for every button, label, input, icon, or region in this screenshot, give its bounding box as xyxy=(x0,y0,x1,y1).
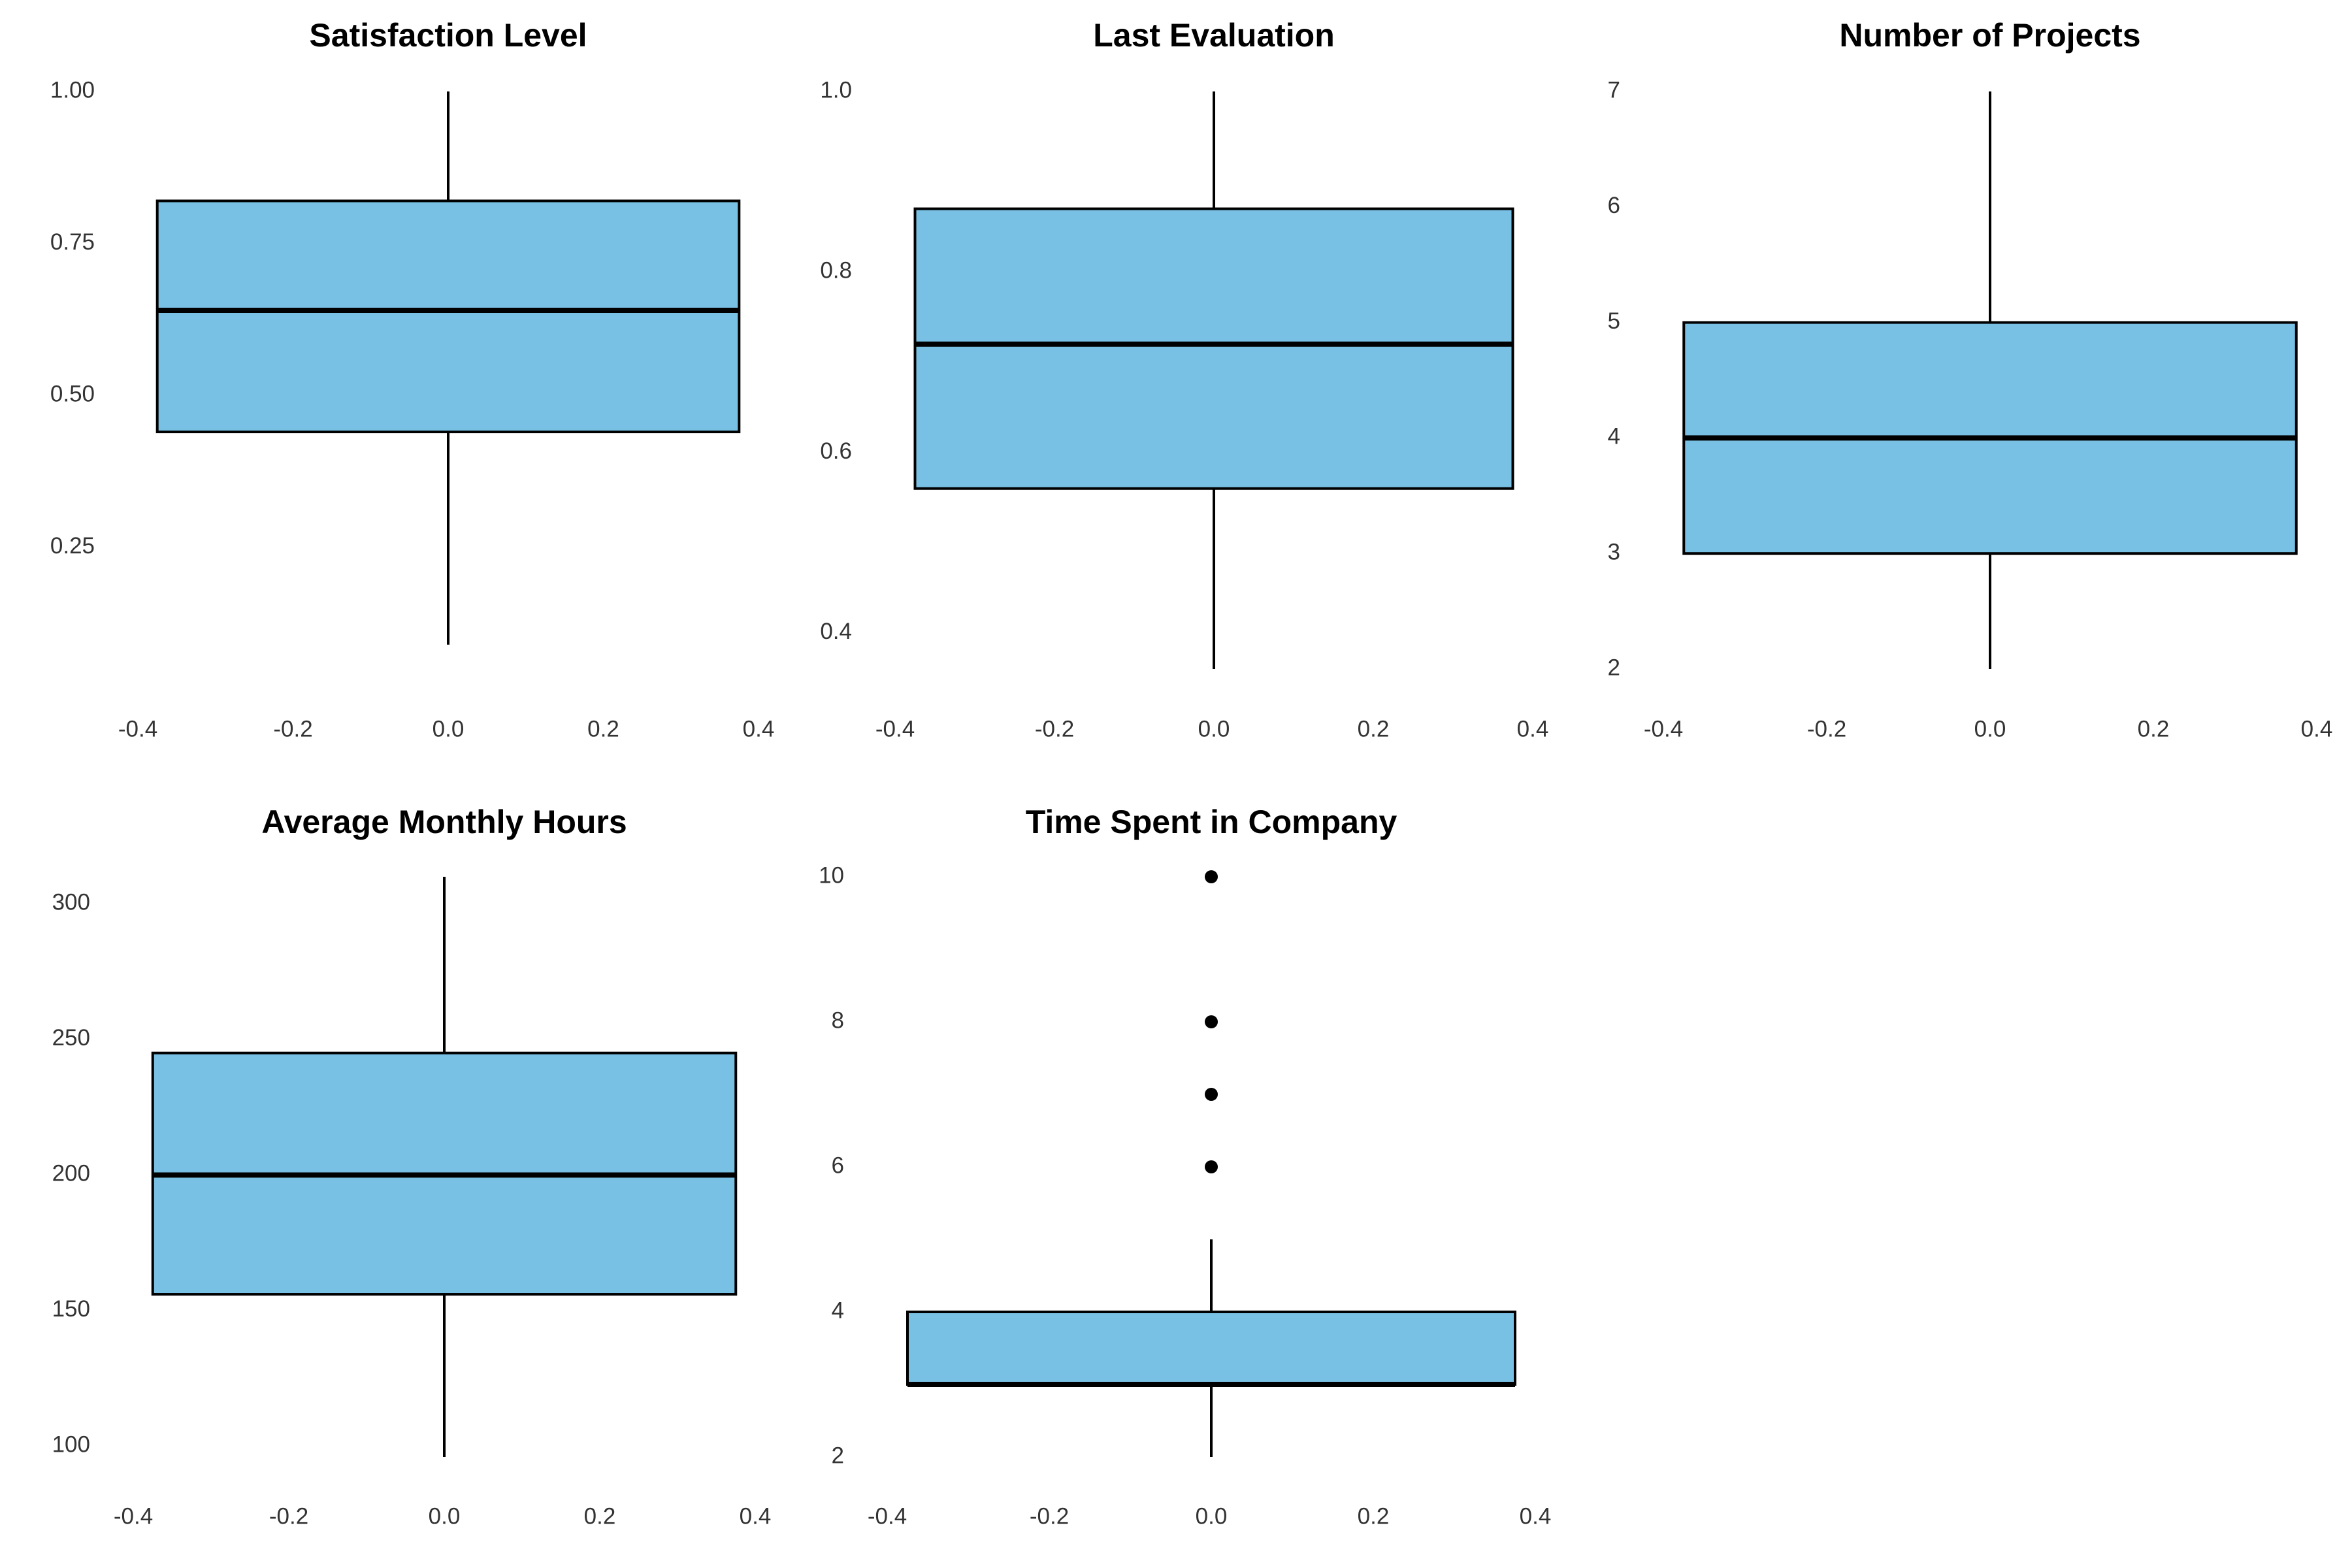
x-tick-label: -0.2 xyxy=(1030,1503,1069,1529)
x-tick-label: 0.4 xyxy=(2301,716,2333,742)
y-tick-label: 6 xyxy=(1608,193,1620,218)
y-tick-label: 2 xyxy=(1608,655,1620,680)
chart-panel-1: Satisfaction Level 0.25 0.50 0.75 1.00 -0.4 -0… xyxy=(50,17,774,742)
chart-title: Satisfaction Level xyxy=(309,17,587,54)
y-tick-label: 10 xyxy=(819,862,844,888)
iqr-box xyxy=(155,199,741,434)
x-tick-label: 0.2 xyxy=(1358,716,1390,742)
x-tick-label: 0.2 xyxy=(1358,1503,1390,1529)
chart-title: Last Evaluation xyxy=(1093,17,1335,54)
y-tick-label: 100 xyxy=(52,1432,90,1458)
y-tick-label: 6 xyxy=(832,1152,844,1178)
y-tick-label: 1.0 xyxy=(820,77,852,103)
y-tick-label: 2 xyxy=(832,1443,844,1468)
y-tick-label: 0.50 xyxy=(50,382,95,407)
chart-panel-4: Average Monthly Hours 100 150 200 250 300 -0.4… xyxy=(52,804,772,1529)
outlier-point xyxy=(1205,1160,1218,1173)
y-tick-label: 0.8 xyxy=(820,258,852,284)
chart-panel-5: Time Spent in Company 2 4 6 8 10 -0.4 -0.2 0.0 0.… xyxy=(819,804,1551,1529)
y-tick-label: 0.4 xyxy=(820,619,852,644)
y-tick-label: 200 xyxy=(52,1161,90,1186)
x-tick-label: 0.2 xyxy=(2138,716,2170,742)
chart-panel-2: Last Evaluation 0.4 0.6 0.8 1.0 -0.4 -0.2 0.0 0.… xyxy=(820,17,1548,742)
y-tick-label: 0.75 xyxy=(50,229,95,255)
iqr-box xyxy=(906,1311,1516,1386)
chart-title: Average Monthly Hours xyxy=(261,804,627,840)
outlier-point xyxy=(1205,870,1218,883)
x-tick-label: 0.0 xyxy=(1198,716,1230,742)
chart-title: Number of Projects xyxy=(1839,17,2140,54)
x-tick-label: -0.2 xyxy=(1035,716,1074,742)
y-tick-label: 0.25 xyxy=(50,533,95,559)
y-tick-label: 1.00 xyxy=(50,77,95,103)
x-tick-label: -0.4 xyxy=(875,716,915,742)
x-tick-label: 0.2 xyxy=(584,1503,616,1529)
y-tick-label: 4 xyxy=(1608,424,1620,449)
x-tick-label: 0.4 xyxy=(740,1503,772,1529)
y-tick-label: 150 xyxy=(52,1296,90,1322)
x-tick-label: -0.4 xyxy=(1644,716,1683,742)
outlier-point xyxy=(1205,1015,1218,1028)
x-tick-label: 0.2 xyxy=(587,716,619,742)
x-tick-label: -0.4 xyxy=(868,1503,907,1529)
y-tick-label: 5 xyxy=(1608,308,1620,334)
x-tick-label: -0.4 xyxy=(114,1503,153,1529)
x-tick-label: 0.4 xyxy=(743,716,775,742)
outlier-point xyxy=(1205,1088,1218,1101)
y-tick-label: 8 xyxy=(832,1007,844,1033)
x-tick-label: 0.0 xyxy=(1974,716,2006,742)
y-tick-label: 4 xyxy=(832,1298,844,1323)
y-tick-label: 7 xyxy=(1608,77,1620,103)
x-tick-label: -0.4 xyxy=(118,716,157,742)
y-tick-label: 300 xyxy=(52,890,90,915)
x-tick-label: 0.0 xyxy=(429,1503,461,1529)
y-tick-label: 0.6 xyxy=(820,438,852,464)
iqr-box xyxy=(913,207,1514,490)
x-tick-label: 0.4 xyxy=(1517,716,1549,742)
x-tick-label: -0.2 xyxy=(273,716,312,742)
x-tick-label: 0.0 xyxy=(1196,1503,1228,1529)
chart-title: Time Spent in Company xyxy=(1026,804,1397,840)
chart-panel-3: Number of Projects 2 3 4 5 6 7 -0.4 -0.2 0.0 0.2 0.… xyxy=(1608,17,2333,742)
y-tick-label: 3 xyxy=(1608,539,1620,564)
x-tick-label: -0.2 xyxy=(1807,716,1846,742)
x-tick-label: -0.2 xyxy=(269,1503,308,1529)
y-tick-label: 250 xyxy=(52,1025,90,1051)
x-tick-label: 0.4 xyxy=(1520,1503,1552,1529)
x-tick-label: 0.0 xyxy=(433,716,465,742)
